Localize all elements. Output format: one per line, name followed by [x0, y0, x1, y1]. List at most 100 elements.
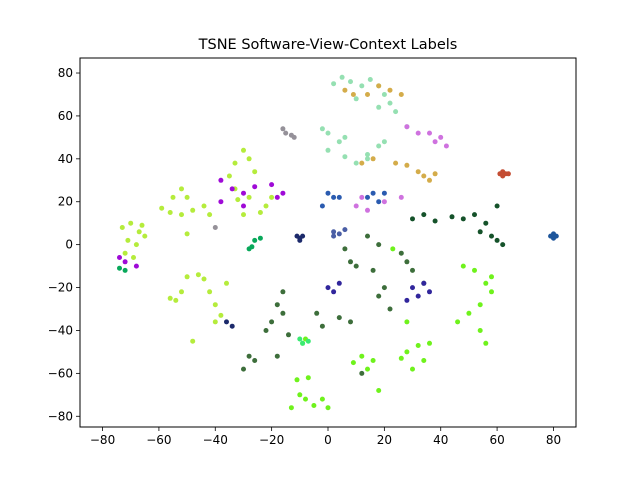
y-tick-label: −40 [48, 323, 73, 337]
scatter-point [319, 396, 325, 402]
scatter-point [505, 171, 511, 177]
x-tick-label: 80 [546, 433, 561, 447]
scatter-point [365, 156, 370, 162]
scatter-point [286, 332, 291, 338]
scatter-point [331, 229, 337, 235]
scatter-point [443, 143, 449, 149]
scatter-point [291, 134, 297, 140]
scatter-point [218, 312, 224, 318]
scatter-point [201, 276, 207, 282]
scatter-point [359, 160, 365, 166]
scatter-point [410, 267, 415, 273]
scatter-point [350, 360, 356, 366]
scatter-point [410, 216, 415, 222]
scatter-point [212, 302, 218, 308]
scatter-point [348, 319, 353, 325]
scatter-point [190, 207, 196, 213]
scatter-point [288, 405, 294, 411]
axes-frame [79, 57, 577, 428]
scatter-point [339, 74, 345, 80]
scatter-point [359, 370, 365, 376]
scatter-point [415, 130, 421, 136]
scatter-point [415, 293, 421, 299]
scatter-point [179, 212, 184, 218]
scatter-point [342, 87, 348, 93]
scatter-point [207, 289, 213, 295]
scatter-point [280, 126, 286, 132]
scatter-point [229, 323, 235, 329]
scatter-point [421, 358, 427, 363]
scatter-point [500, 173, 506, 179]
scatter-point [336, 315, 342, 321]
scatter-point [398, 92, 404, 97]
scatter-point [122, 250, 128, 256]
scatter-point [241, 366, 246, 372]
scatter-point [390, 246, 396, 252]
scatter-point [241, 203, 246, 209]
y-tick-label: 80 [58, 66, 73, 80]
scatter-point [294, 377, 300, 383]
scatter-point [241, 147, 246, 153]
scatter-point [190, 338, 196, 344]
scatter-point [350, 92, 356, 97]
scatter-point [280, 289, 286, 295]
scatter-points [117, 74, 559, 411]
scatter-point [201, 203, 207, 209]
scatter-point [269, 319, 275, 325]
scatter-point [269, 194, 275, 200]
scatter-point [218, 177, 224, 183]
y-tick-label: 0 [65, 238, 73, 252]
scatter-point [381, 92, 387, 97]
y-tick-label: 60 [58, 109, 73, 123]
scatter-point [303, 396, 308, 402]
scatter-point [297, 392, 303, 398]
scatter-point [331, 81, 337, 87]
scatter-point [252, 169, 258, 175]
scatter-point [494, 203, 500, 209]
scatter-point [311, 403, 317, 408]
scatter-point [274, 302, 280, 308]
scatter-point [212, 319, 218, 325]
scatter-point [421, 212, 427, 218]
scatter-point [336, 231, 342, 237]
scatter-point [257, 235, 263, 241]
scatter-point [415, 169, 421, 175]
scatter-point [376, 242, 382, 248]
scatter-point [387, 306, 393, 312]
scatter-point [427, 340, 432, 346]
scatter-point [404, 297, 410, 303]
scatter-point [551, 235, 556, 241]
y-axis-ticks: −80 −60 −40 −20 0 20 40 60 80 [48, 66, 80, 423]
scatter-point [365, 92, 370, 97]
scatter-point [119, 225, 125, 230]
scatter-point [274, 194, 280, 200]
scatter-point [415, 343, 421, 348]
scatter-point [184, 274, 190, 280]
scatter-point [404, 124, 410, 130]
x-tick-label: −20 [259, 433, 284, 447]
scatter-point [252, 184, 258, 190]
scatter-point [184, 194, 190, 200]
scatter-point [398, 250, 404, 256]
scatter-point [300, 340, 306, 346]
scatter-point [460, 216, 466, 222]
scatter-point [376, 388, 382, 393]
scatter-point [489, 289, 494, 295]
scatter-point [207, 212, 213, 218]
x-tick-label: −40 [203, 433, 228, 447]
scatter-point [348, 259, 353, 265]
scatter-point [370, 267, 376, 273]
scatter-point [404, 319, 410, 325]
scatter-point [410, 366, 415, 372]
scatter-point [460, 263, 466, 269]
x-axis-ticks: −80 −60 −40 −20 0 20 40 60 80 [90, 427, 561, 447]
scatter-point [133, 242, 139, 248]
scatter-point [432, 139, 438, 145]
scatter-point [173, 297, 179, 303]
scatter-point [331, 194, 337, 200]
scatter-point [365, 207, 370, 213]
scatter-point [370, 358, 376, 363]
scatter-point [427, 130, 432, 136]
scatter-point [336, 280, 342, 286]
